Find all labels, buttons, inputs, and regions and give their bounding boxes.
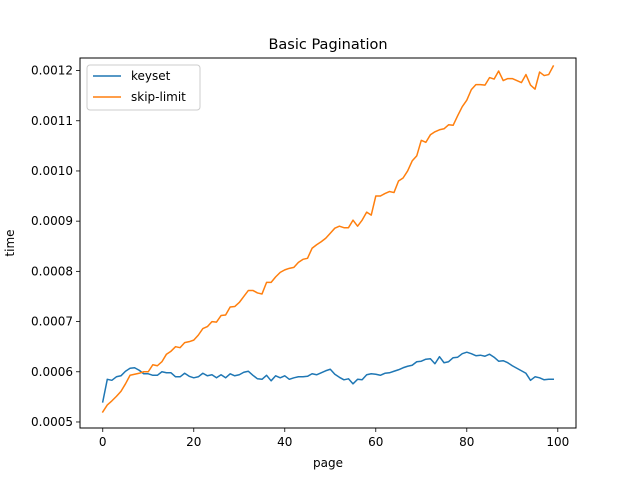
x-tick-label: 100 xyxy=(546,435,569,449)
x-tick-label: 40 xyxy=(277,435,292,449)
y-tick-label: 0.0007 xyxy=(31,315,73,329)
y-tick-label: 0.0011 xyxy=(31,114,73,128)
y-tick-label: 0.0009 xyxy=(31,214,73,228)
x-axis-label: page xyxy=(313,456,343,470)
y-tick-label: 0.0005 xyxy=(31,415,73,429)
x-tick-label: 20 xyxy=(186,435,201,449)
y-tick-label: 0.0012 xyxy=(31,64,73,78)
legend-label-keyset: keyset xyxy=(131,69,171,83)
series-line-skip-limit xyxy=(101,65,555,413)
series-line-keyset xyxy=(101,351,554,403)
plot-area xyxy=(101,65,555,413)
axes-frame xyxy=(79,57,577,429)
legend-label-skip-limit: skip-limit xyxy=(131,90,186,104)
x-tick-label: 60 xyxy=(368,435,383,449)
x-tick-label: 80 xyxy=(459,435,474,449)
y-axis-label: time xyxy=(3,229,17,256)
chart-title: Basic Pagination xyxy=(268,37,387,53)
y-tick-label: 0.0006 xyxy=(31,365,73,379)
y-axis: 0.0005 0.0006 0.0007 0.0008 0.0009 0.0010 0.00… xyxy=(31,64,80,429)
x-axis: 0 20 40 60 80 100 xyxy=(99,428,569,449)
y-tick-label: 0.0010 xyxy=(31,164,73,178)
y-tick-label: 0.0008 xyxy=(31,264,73,278)
x-tick-label: 0 xyxy=(99,435,107,449)
legend: keyset skip-limit xyxy=(86,64,201,111)
